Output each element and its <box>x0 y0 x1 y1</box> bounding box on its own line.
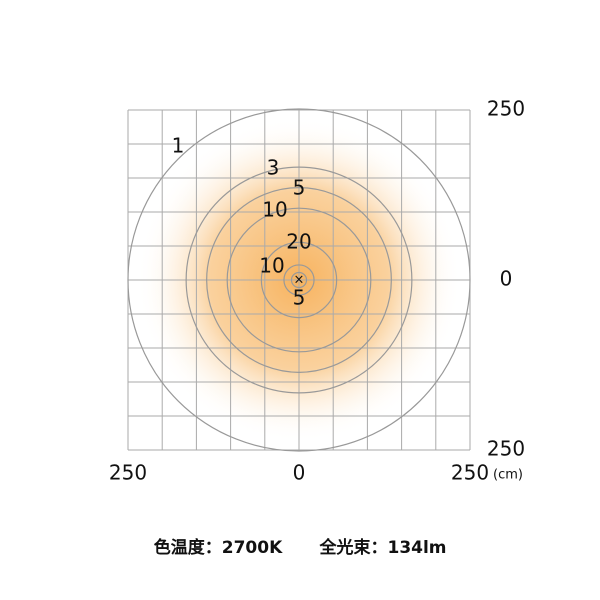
contour <box>290 271 308 289</box>
y-tick-label: 0 <box>500 267 513 291</box>
center-marker: × <box>294 273 305 288</box>
contour <box>283 264 315 296</box>
unit-label: (cm) <box>493 468 523 483</box>
contour-label: 1 <box>172 134 185 158</box>
contour <box>206 187 392 373</box>
x-tick-label: 0 <box>293 461 306 485</box>
contour-label: 20 <box>286 230 311 254</box>
contour <box>127 108 471 452</box>
contour-label: 5 <box>293 286 306 310</box>
x-tick-label: 250 <box>109 461 147 485</box>
footer-text: 色温度：2700K <box>154 537 283 558</box>
x-tick-label: 250 <box>451 461 489 485</box>
contour <box>185 166 413 394</box>
footer-text: 全光束：134lm <box>318 537 446 558</box>
contour-label: 10 <box>259 254 284 278</box>
contour-label: 10 <box>262 198 287 222</box>
contour <box>260 241 338 319</box>
y-tick-label: 250 <box>487 97 525 121</box>
contour-label: 3 <box>267 156 280 180</box>
y-tick-label: 250 <box>487 437 525 461</box>
contour <box>226 207 372 353</box>
contour-label: 5 <box>293 176 306 200</box>
